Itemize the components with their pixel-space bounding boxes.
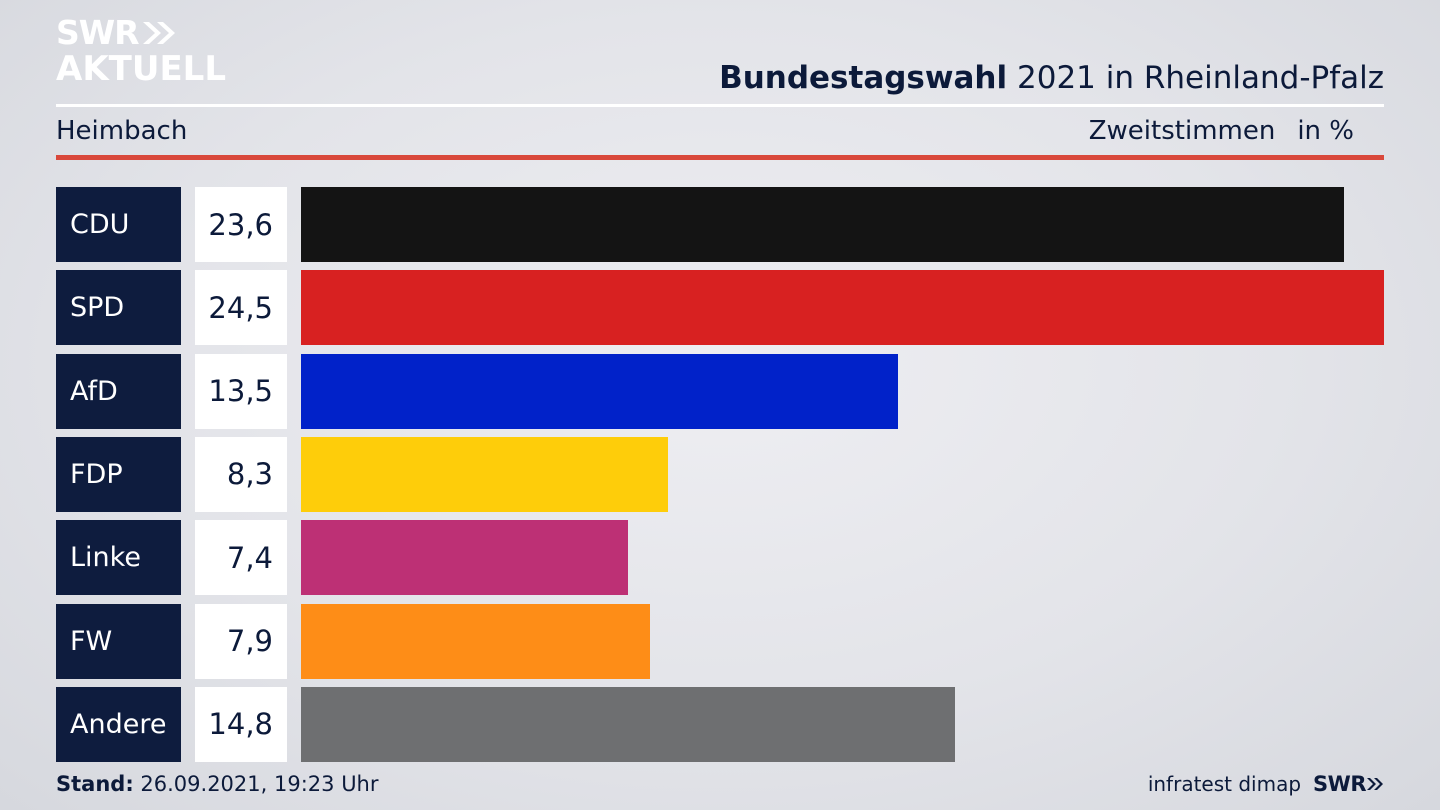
value-label: 7,9 [195, 603, 287, 679]
double-chevron-icon [1367, 778, 1383, 790]
party-label: Andere [56, 686, 181, 762]
title-bold: Bundestagswahl [719, 60, 1008, 96]
bar [301, 603, 650, 679]
logo-line1: SWR [56, 13, 140, 52]
page-title: Bundestagswahl 2021 in Rheinland-Pfalz [719, 60, 1384, 96]
title-rest: 2021 in Rheinland-Pfalz [1017, 60, 1384, 96]
stand-label: Stand: [56, 772, 134, 796]
value-label: 7,4 [195, 520, 287, 596]
bar [301, 520, 628, 596]
region-name: Heimbach [56, 116, 188, 146]
chart-row: AfD 13,5 [56, 353, 1384, 429]
value-label: 8,3 [195, 436, 287, 512]
unit-text: in % [1297, 116, 1354, 146]
double-chevron-icon [142, 21, 175, 44]
bar [301, 436, 668, 512]
footer-logo-text: SWR [1313, 772, 1366, 796]
bar [301, 686, 955, 762]
chart-row: Andere 14,8 [56, 686, 1384, 762]
value-label: 24,5 [195, 270, 287, 346]
bar [301, 270, 1384, 346]
party-label: CDU [56, 187, 181, 262]
bar [301, 187, 1344, 262]
swr-aktuell-logo: SWR AKTUELL [56, 16, 226, 86]
value-label: 14,8 [195, 686, 287, 762]
source-name: infratest dimap [1147, 772, 1302, 796]
chart-row: FW 7,9 [56, 603, 1384, 679]
chart-row: FDP 8,3 [56, 436, 1384, 512]
party-label: AfD [56, 353, 181, 429]
bar [301, 353, 898, 429]
party-label: FDP [56, 436, 181, 512]
value-label: 13,5 [195, 353, 287, 429]
measure-label: Zweitstimmen in % [1089, 116, 1354, 146]
chart-row: CDU 23,6 [56, 187, 1384, 262]
measure-text: Zweitstimmen [1088, 116, 1276, 146]
party-label: Linke [56, 520, 181, 596]
header-divider [56, 104, 1384, 107]
chart-row: Linke 7,4 [56, 520, 1384, 596]
value-label: 23,6 [195, 187, 287, 262]
party-label: FW [56, 603, 181, 679]
chart-row: SPD 24,5 [56, 270, 1384, 346]
source-credit: infratest dimap SWR [1148, 772, 1384, 796]
stand-value: 26.09.2021, 19:23 Uhr [140, 772, 379, 796]
accent-divider [56, 155, 1384, 160]
swr-footer-logo: SWR [1313, 772, 1384, 796]
timestamp: Stand: 26.09.2021, 19:23 Uhr [56, 772, 379, 796]
party-label: SPD [56, 270, 181, 346]
logo-line2: AKTUELL [56, 49, 227, 89]
